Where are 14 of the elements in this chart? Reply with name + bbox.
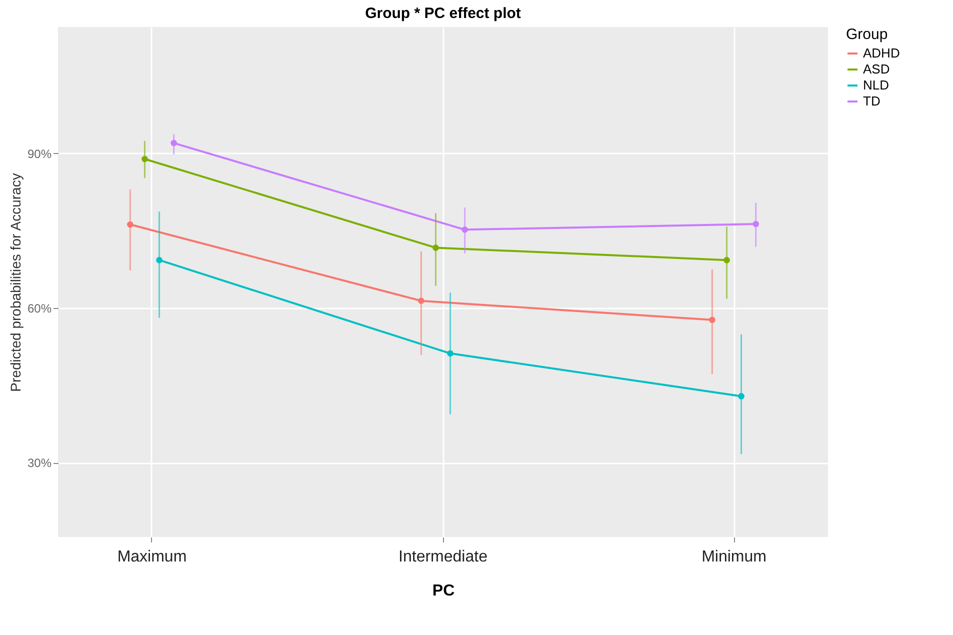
x-tick-label: Minimum (702, 548, 766, 566)
y-axis-title: Predicted probabilities for Accuracy (7, 173, 24, 392)
legend-label: NLD (863, 78, 890, 92)
legend-label: TD (863, 94, 880, 108)
y-tick-label: 30% (27, 456, 52, 470)
y-tick-label: 90% (27, 146, 52, 161)
chart-title: Group * PC effect plot (365, 5, 521, 22)
legend-label: ADHD (863, 46, 900, 60)
legend-title: Group (846, 26, 888, 43)
x-axis-title: PC (432, 582, 456, 600)
y-tick-label: 60% (27, 302, 52, 316)
legend-label: ASD (863, 62, 890, 76)
x-tick-label: Intermediate (398, 548, 488, 566)
x-tick-label: Maximum (117, 548, 187, 566)
